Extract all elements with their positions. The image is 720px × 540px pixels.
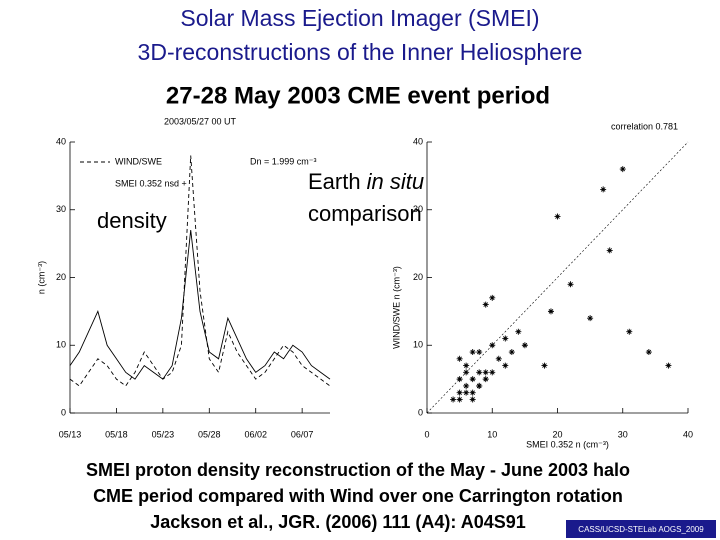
y-axis-label: n (cm⁻³) — [36, 261, 46, 294]
point — [469, 376, 476, 383]
series-line — [69, 155, 331, 387]
title-line: 3D-reconstructions of the Inner Heliosph… — [138, 39, 583, 65]
point — [567, 281, 574, 288]
annotation: correlation 0.781 — [611, 121, 678, 131]
x-tick-label: 05/23 — [152, 429, 175, 439]
x-tick-label: 0 — [424, 429, 429, 439]
footer: CASS/UCSD-STELab AOGS_2009 — [578, 525, 704, 534]
subtitle: 27-28 May 2003 CME event period — [166, 82, 550, 109]
x-tick-label: 06/02 — [244, 429, 267, 439]
point — [554, 213, 561, 220]
annotation: comparison — [308, 201, 422, 226]
point — [456, 396, 463, 403]
point — [508, 349, 515, 356]
point — [489, 342, 496, 349]
annotation: Dn = 1.999 cm⁻³ — [250, 156, 317, 166]
y-tick-label: 30 — [413, 204, 423, 214]
point — [665, 362, 672, 369]
y-axis-label: WIND/SWE n (cm⁻³) — [391, 266, 401, 349]
point — [600, 186, 607, 193]
point — [619, 166, 626, 173]
y-tick-label: 10 — [413, 340, 423, 350]
footer-box — [566, 520, 716, 538]
point — [541, 362, 548, 369]
y-tick-label: 0 — [418, 407, 423, 417]
x-tick-label: 05/28 — [198, 429, 221, 439]
point — [482, 369, 489, 376]
annotation: Earth in situ — [308, 169, 424, 194]
series-line — [69, 230, 331, 380]
y-tick-label: 10 — [56, 340, 66, 350]
point — [502, 335, 509, 342]
point — [502, 362, 509, 369]
y-tick-label: 30 — [56, 204, 66, 214]
x-tick-label: 10 — [487, 429, 497, 439]
x-axis-label: SMEI 0.352 n (cm⁻³) — [526, 439, 609, 449]
point — [489, 294, 496, 301]
point — [547, 308, 554, 315]
point — [482, 376, 489, 383]
point — [456, 389, 463, 396]
caption-line: Jackson et al., JGR. (2006) 111 (A4): A0… — [150, 512, 526, 532]
chart-title: 2003/05/27 00 UT — [164, 116, 237, 126]
caption-line: SMEI proton density reconstruction of th… — [86, 460, 630, 480]
x-tick-label: 30 — [618, 429, 628, 439]
point — [521, 342, 528, 349]
diagonal — [426, 141, 689, 414]
point — [463, 369, 470, 376]
annotation-part: Earth — [308, 169, 361, 194]
point — [476, 369, 483, 376]
point — [456, 376, 463, 383]
point — [450, 396, 457, 403]
density-label: density — [97, 208, 167, 233]
x-tick-label: 20 — [552, 429, 562, 439]
legend-label: WIND/SWE — [115, 156, 162, 166]
point — [476, 349, 483, 356]
x-tick-label: 05/13 — [59, 429, 82, 439]
point — [626, 328, 633, 335]
point — [463, 362, 470, 369]
point — [469, 396, 476, 403]
caption-line: CME period compared with Wind over one C… — [93, 486, 623, 506]
point — [456, 355, 463, 362]
point — [515, 328, 522, 335]
point — [469, 349, 476, 356]
y-tick-label: 40 — [413, 136, 423, 146]
point — [645, 349, 652, 356]
point — [495, 355, 502, 362]
legend-label: SMEI 0.352 nsd + — [115, 178, 187, 188]
x-tick-label: 40 — [683, 429, 693, 439]
y-tick-label: 40 — [56, 136, 66, 146]
point — [606, 247, 613, 254]
point — [476, 382, 483, 389]
point — [463, 389, 470, 396]
annotation-part: in situ — [367, 169, 424, 194]
x-tick-label: 06/07 — [291, 429, 314, 439]
point — [587, 315, 594, 322]
point — [482, 301, 489, 308]
y-tick-label: 0 — [61, 407, 66, 417]
x-tick-label: 05/18 — [105, 429, 128, 439]
point — [469, 389, 476, 396]
title-line: Solar Mass Ejection Imager (SMEI) — [180, 5, 539, 31]
point — [489, 369, 496, 376]
point — [463, 382, 470, 389]
y-tick-label: 20 — [56, 272, 66, 282]
y-tick-label: 20 — [413, 272, 423, 282]
